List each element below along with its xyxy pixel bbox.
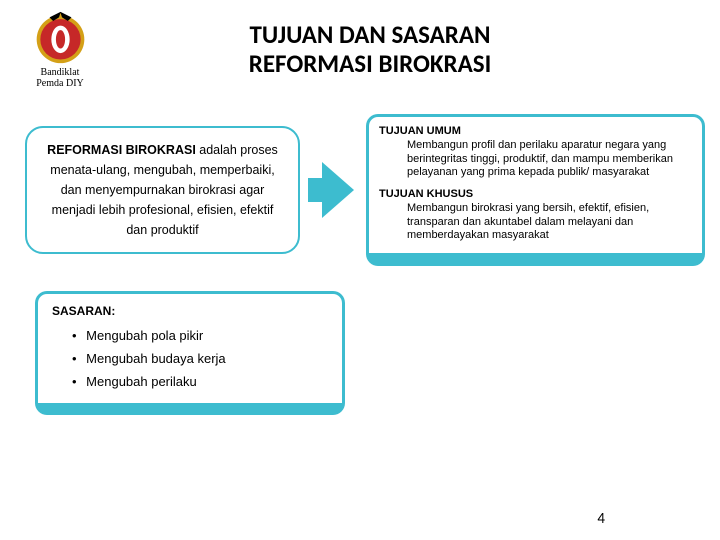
title-line1: TUJUAN DAN SASARAN bbox=[100, 21, 640, 50]
specific-objective-heading: TUJUAN KHUSUS bbox=[379, 188, 692, 202]
page-number: 4 bbox=[597, 510, 605, 528]
page-title: TUJUAN DAN SASARAN REFORMASI BIROKRASI bbox=[100, 21, 700, 79]
header: Bandiklat Pemda DIY TUJUAN DAN SASARAN R… bbox=[0, 0, 720, 94]
definition-bold-lead: REFORMASI BIROKRASI bbox=[47, 143, 196, 157]
targets-list: Mengubah pola pikir Mengubah budaya kerj… bbox=[52, 324, 328, 393]
title-line2: REFORMASI BIROKRASI bbox=[100, 50, 640, 79]
list-item: Mengubah pola pikir bbox=[72, 324, 328, 347]
main-content-row: REFORMASI BIROKRASI adalah proses menata… bbox=[0, 94, 720, 276]
list-item: Mengubah budaya kerja bbox=[72, 347, 328, 370]
definition-line2: menata-ulang, mengubah, memperbaiki, bbox=[37, 160, 288, 180]
definition-box: REFORMASI BIROKRASI adalah proses menata… bbox=[25, 126, 300, 254]
targets-heading: SASARAN: bbox=[52, 304, 328, 318]
logo-block: Bandiklat Pemda DIY bbox=[20, 10, 100, 89]
logo-caption-line1: Bandiklat bbox=[36, 67, 84, 78]
targets-box: SASARAN: Mengubah pola pikir Mengubah bu… bbox=[35, 291, 345, 415]
specific-objective-text: Membangun birokrasi yang bersih, efektif… bbox=[379, 202, 692, 243]
logo-caption-line2: Pemda DIY bbox=[36, 78, 84, 89]
objectives-box: TUJUAN UMUM Membangun profil dan perilak… bbox=[366, 114, 705, 266]
definition-line5: dan produktif bbox=[37, 220, 288, 240]
general-objective-text: Membangun profil dan perilaku aparatur n… bbox=[379, 139, 692, 180]
crest-logo-icon bbox=[33, 10, 88, 65]
definition-line1: REFORMASI BIROKRASI adalah proses bbox=[37, 140, 288, 160]
definition-after-bold: adalah proses bbox=[196, 143, 278, 157]
definition-line3: dan menyempurnakan birokrasi agar bbox=[37, 180, 288, 200]
arrow-right-icon bbox=[308, 160, 358, 220]
definition-line4: menjadi lebih profesional, efisien, efek… bbox=[37, 200, 288, 220]
logo-caption: Bandiklat Pemda DIY bbox=[36, 67, 84, 89]
list-item: Mengubah perilaku bbox=[72, 370, 328, 393]
general-objective-heading: TUJUAN UMUM bbox=[379, 125, 692, 139]
